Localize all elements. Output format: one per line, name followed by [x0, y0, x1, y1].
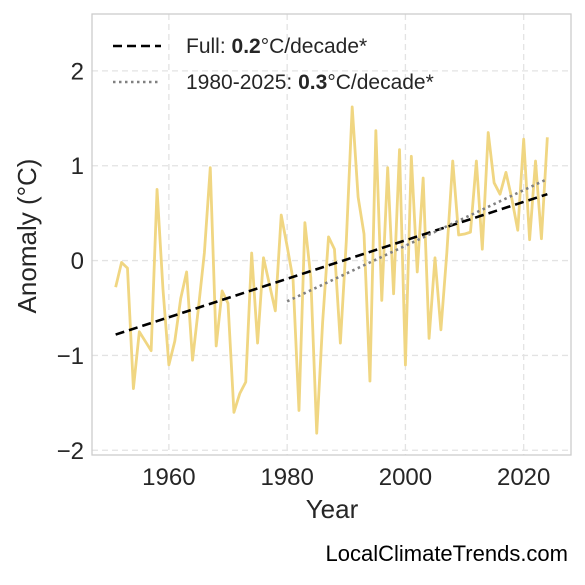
legend-item-full: Full: 0.2°C/decade* [113, 35, 367, 58]
legend-label: Full: 0.2°C/decade* [186, 35, 367, 58]
x-tick-label: 2020 [497, 464, 550, 491]
legend-label-suffix: °C/decade* [261, 35, 367, 58]
recent-trend-line [287, 179, 547, 301]
legend-label-prefix: Full: [186, 35, 232, 58]
series-layer [116, 107, 548, 433]
trendline-layer [116, 179, 548, 335]
x-tick-label: 1980 [260, 464, 313, 491]
legend-label: 1980-2025: 0.3°C/decade* [186, 71, 434, 94]
full-trend-line [116, 194, 548, 334]
legend-trend-value: 0.3 [298, 71, 327, 94]
credit-text: LocalClimateTrends.com [326, 541, 569, 566]
y-tick-label: 0 [71, 248, 84, 275]
x-axis-title: Year [306, 494, 359, 524]
legend-trend-value: 0.2 [232, 35, 261, 58]
y-tick-label: 2 [71, 58, 84, 85]
y-tick-label: 1 [71, 153, 84, 180]
x-tick-label: 2000 [379, 464, 432, 491]
legend-item-recent: 1980-2025: 0.3°C/decade* [113, 71, 434, 94]
y-tick-label: −2 [57, 438, 84, 465]
anomaly-series-line [116, 107, 548, 433]
y-axis-title: Anomaly (°C) [12, 159, 42, 314]
x-tick-label: 1960 [142, 464, 195, 491]
y-tick-label: −1 [57, 343, 84, 370]
legend: Full: 0.2°C/decade*1980-2025: 0.3°C/deca… [113, 35, 434, 94]
legend-label-prefix: 1980-2025: [186, 71, 298, 94]
legend-label-suffix: °C/decade* [327, 71, 433, 94]
